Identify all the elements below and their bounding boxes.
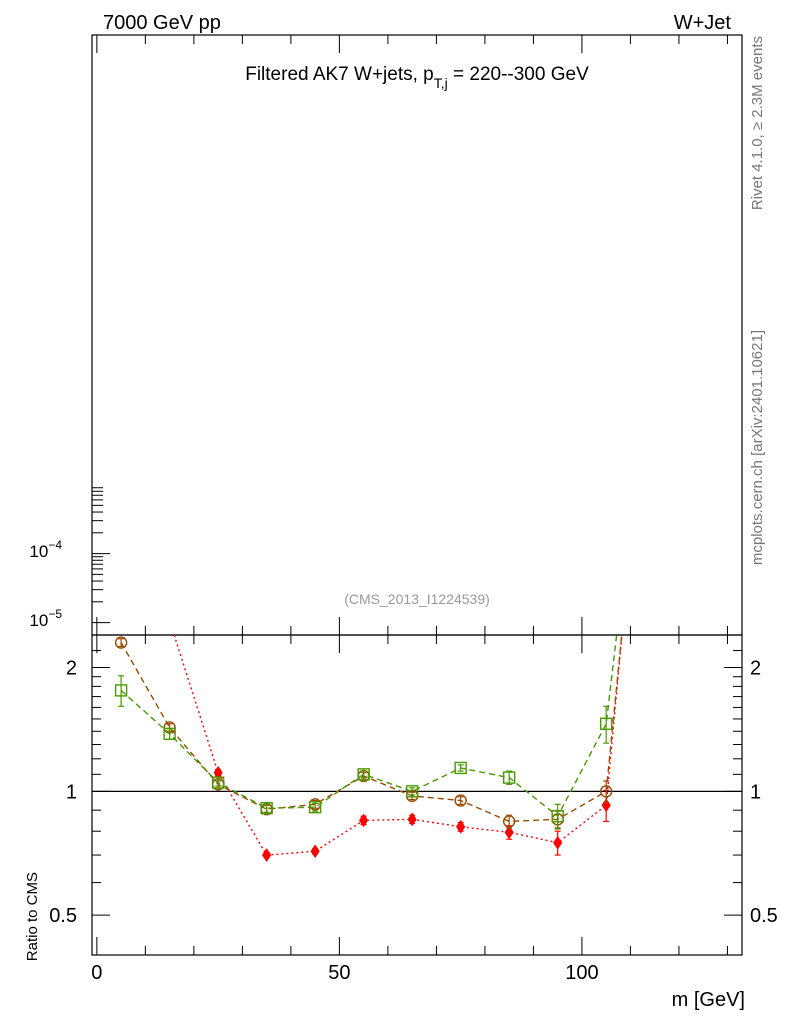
data-point <box>454 794 467 807</box>
title-subscript: T,j <box>434 75 448 91</box>
analysis-watermark: (CMS_2013_I1224539) <box>344 591 490 607</box>
y-tick-label-left: 0.5 <box>49 905 77 927</box>
data-point <box>407 812 417 827</box>
data-point <box>357 768 370 781</box>
data-point <box>310 844 320 859</box>
mcplots-site-label: mcplots.cern.ch [arXiv:2401.10621] <box>749 330 766 565</box>
y-tick-label-right: 1 <box>750 781 761 803</box>
header-left-label: 7000 GeV pp <box>103 12 221 34</box>
data-point <box>114 684 128 697</box>
y-tick-label-left: 2 <box>66 658 77 680</box>
data-point <box>502 771 516 784</box>
main-ytick-label-1e-4: 10−4 <box>29 538 62 561</box>
data-point <box>599 717 613 730</box>
data-point <box>211 776 225 789</box>
ratio-tick-labels: 0 50 100 0.5 0.5 1 1 2 2 <box>49 658 778 984</box>
x-tick-label: 0 <box>91 962 102 984</box>
header-right-label: W+Jet <box>674 12 732 34</box>
data-point <box>114 636 128 649</box>
data-point <box>308 801 322 814</box>
data-point <box>551 810 564 823</box>
data-point <box>359 813 369 828</box>
main-axis-ticks <box>92 35 728 635</box>
ratio-y-axis-label: Ratio to CMS <box>24 872 41 961</box>
title-main-text: Filtered AK7 W+jets, p <box>245 64 434 85</box>
y-tick-label-right: 0.5 <box>750 905 778 927</box>
series-0 <box>173 635 623 862</box>
data-point <box>163 727 176 741</box>
y-tick-label-right: 2 <box>750 658 761 680</box>
data-point <box>260 801 273 815</box>
y-tick-label-left: 1 <box>66 781 77 803</box>
x-tick-label: 100 <box>565 962 598 984</box>
main-ytick-label-1e-5: 10−5 <box>29 607 62 630</box>
data-point <box>405 785 419 798</box>
data-point <box>502 815 516 828</box>
data-point <box>454 761 467 775</box>
data-point <box>599 785 613 798</box>
main-plot-title: Filtered AK7 W+jets, pT,j = 220--300 GeV <box>245 64 589 91</box>
series-2 <box>114 635 618 830</box>
rivet-version-label: Rivet 4.1.0, ≥ 2.3M events <box>749 36 766 210</box>
x-axis-label: m [GeV] <box>672 989 745 1011</box>
series-1 <box>114 635 623 829</box>
x-tick-label: 50 <box>328 962 350 984</box>
data-point <box>456 819 466 834</box>
title-rest-text: = 220--300 GeV <box>448 64 589 85</box>
data-point <box>553 835 563 850</box>
ratio-axis-ticks <box>92 635 742 955</box>
data-point <box>504 825 514 840</box>
data-point <box>262 848 272 862</box>
ratio-series-layer <box>114 635 623 862</box>
series-line <box>120 635 618 818</box>
ratio-plot-frame <box>91 634 743 956</box>
main-plot-frame <box>91 34 743 636</box>
